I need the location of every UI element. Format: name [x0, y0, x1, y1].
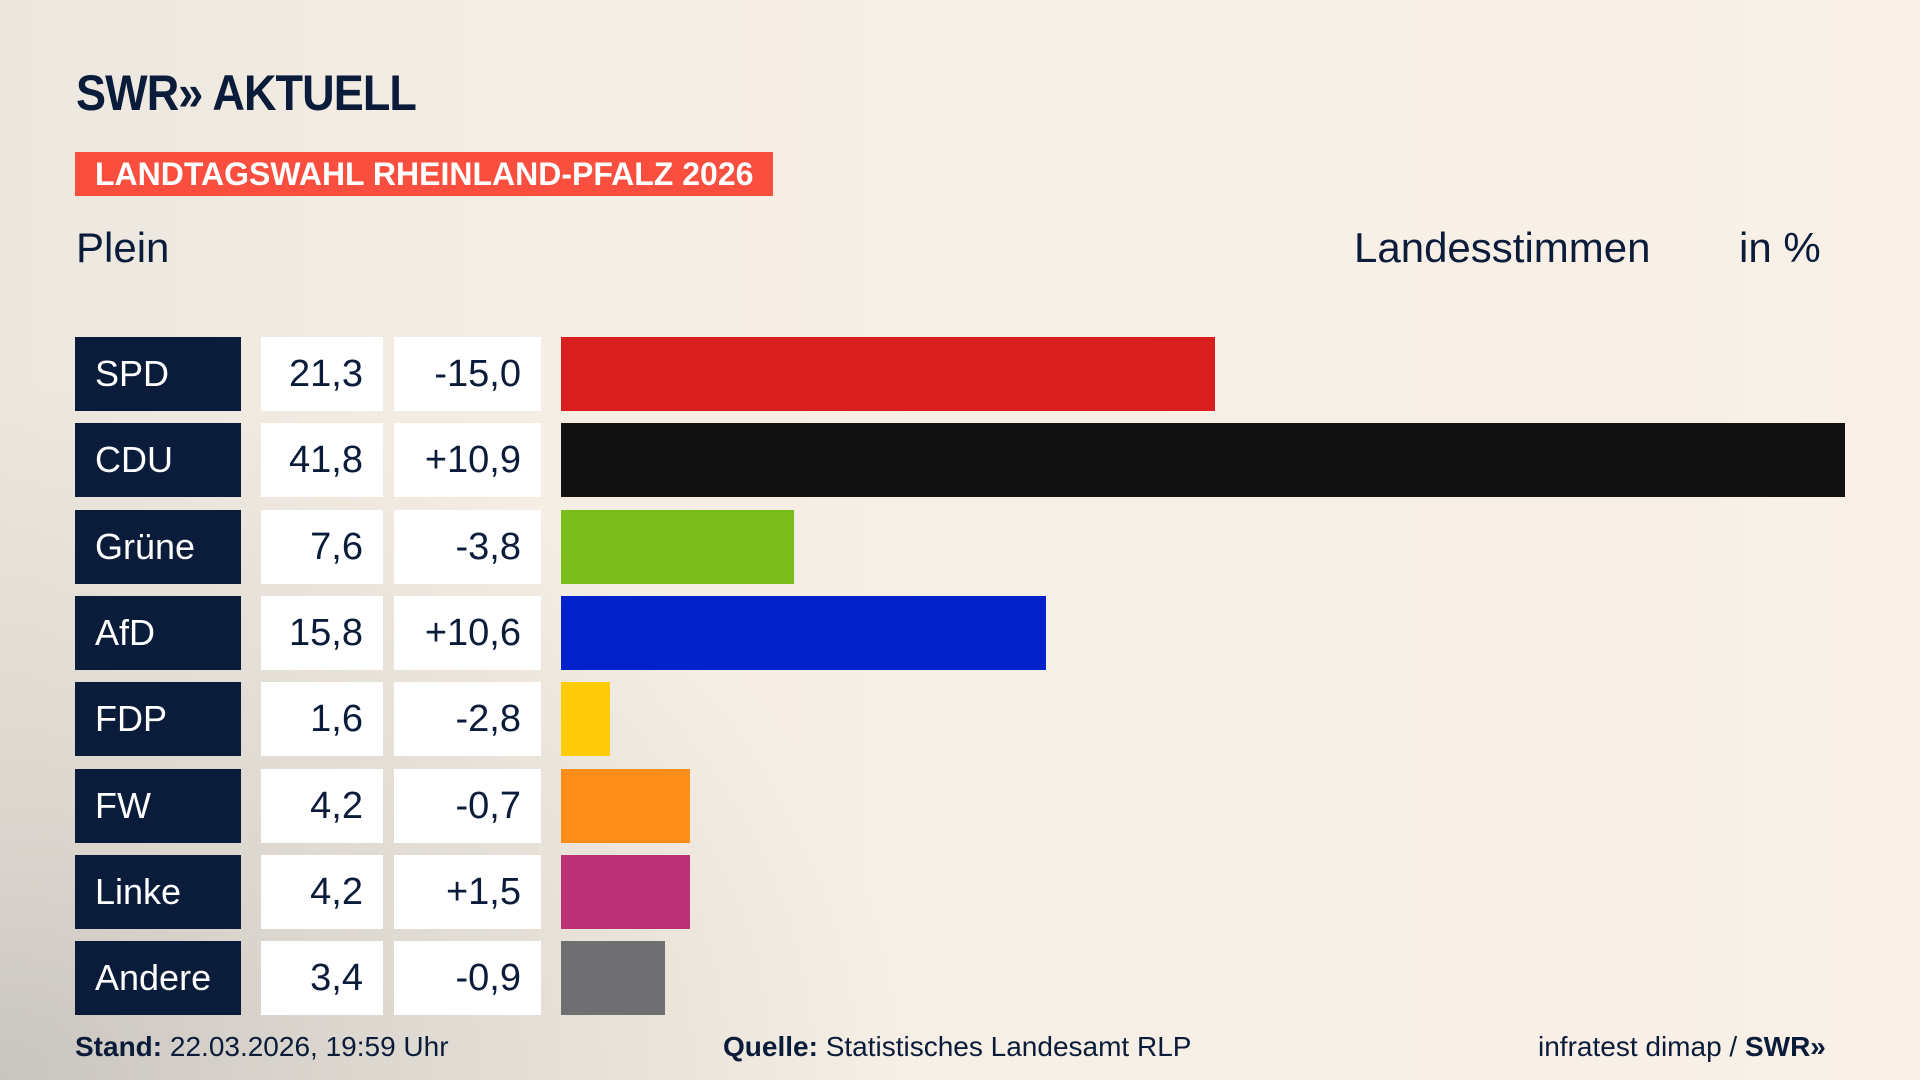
party-label: FDP [75, 682, 241, 757]
party-row: Andere 3,4 -0,9 [0, 941, 1920, 1016]
change-label: +10,6 [394, 595, 541, 670]
change-label: +10,9 [394, 423, 541, 498]
bar-fdp [561, 682, 611, 757]
bar-fw [561, 768, 690, 843]
election-banner: LANDTAGSWAHL RHEINLAND-PFALZ 2026 [75, 152, 774, 196]
change-label: -3,8 [394, 509, 541, 584]
region-name: Plein [76, 224, 170, 271]
value-label: 3,4 [261, 941, 383, 1016]
party-label: FW [75, 768, 241, 843]
value-label: 1,6 [261, 682, 383, 757]
source-label: Quelle: [723, 1031, 818, 1062]
stand-label: Stand: [75, 1031, 163, 1062]
value-label: 7,6 [261, 509, 383, 584]
vote-type-label: Landesstimmen [1354, 224, 1651, 271]
party-row: CDU 41,8 +10,9 [0, 423, 1920, 498]
bar-andere [561, 941, 666, 1016]
value-label: 41,8 [261, 423, 383, 498]
party-row: FW 4,2 -0,7 [0, 768, 1920, 843]
bar-linke [561, 854, 690, 929]
bar-grüne [561, 509, 795, 584]
value-label: 4,2 [261, 768, 383, 843]
party-row: SPD 21,3 -15,0 [0, 337, 1920, 411]
value-label: 15,8 [261, 595, 383, 670]
party-label: CDU [75, 423, 241, 498]
change-label: +1,5 [394, 854, 541, 929]
bar-cdu [561, 423, 1845, 498]
credit-text: infratest dimap / [1538, 1031, 1738, 1062]
value-label: 21,3 [261, 337, 383, 411]
timestamp: Stand: 22.03.2026, 19:59 Uhr [75, 1028, 449, 1066]
party-label: AfD [75, 595, 241, 670]
party-row: FDP 1,6 -2,8 [0, 682, 1920, 757]
stand-value: 22.03.2026, 19:59 Uhr [169, 1031, 449, 1062]
party-label: SPD [75, 337, 241, 411]
party-row: Linke 4,2 +1,5 [0, 854, 1920, 929]
swr-aktuell-logo: SWR» AKTUELL [76, 65, 417, 121]
party-row: Grüne 7,6 -3,8 [0, 509, 1920, 584]
change-label: -15,0 [394, 337, 541, 411]
bar-afd [561, 595, 1047, 670]
party-label: Andere [75, 941, 241, 1016]
swr-logo: SWR» [1744, 1031, 1826, 1062]
change-label: -2,8 [394, 682, 541, 757]
credit: infratest dimap / SWR» [1538, 1028, 1826, 1066]
party-label: Linke [75, 854, 241, 929]
source: Quelle: Statistisches Landesamt RLP [723, 1028, 1191, 1066]
bar-spd [561, 337, 1216, 411]
party-label: Grüne [75, 509, 241, 584]
change-label: -0,7 [394, 768, 541, 843]
party-row: AfD 15,8 +10,6 [0, 595, 1920, 670]
change-label: -0,9 [394, 941, 541, 1016]
source-value: Statistisches Landesamt RLP [825, 1031, 1192, 1062]
value-label: 4,2 [261, 854, 383, 929]
unit-label: in % [1739, 224, 1821, 271]
